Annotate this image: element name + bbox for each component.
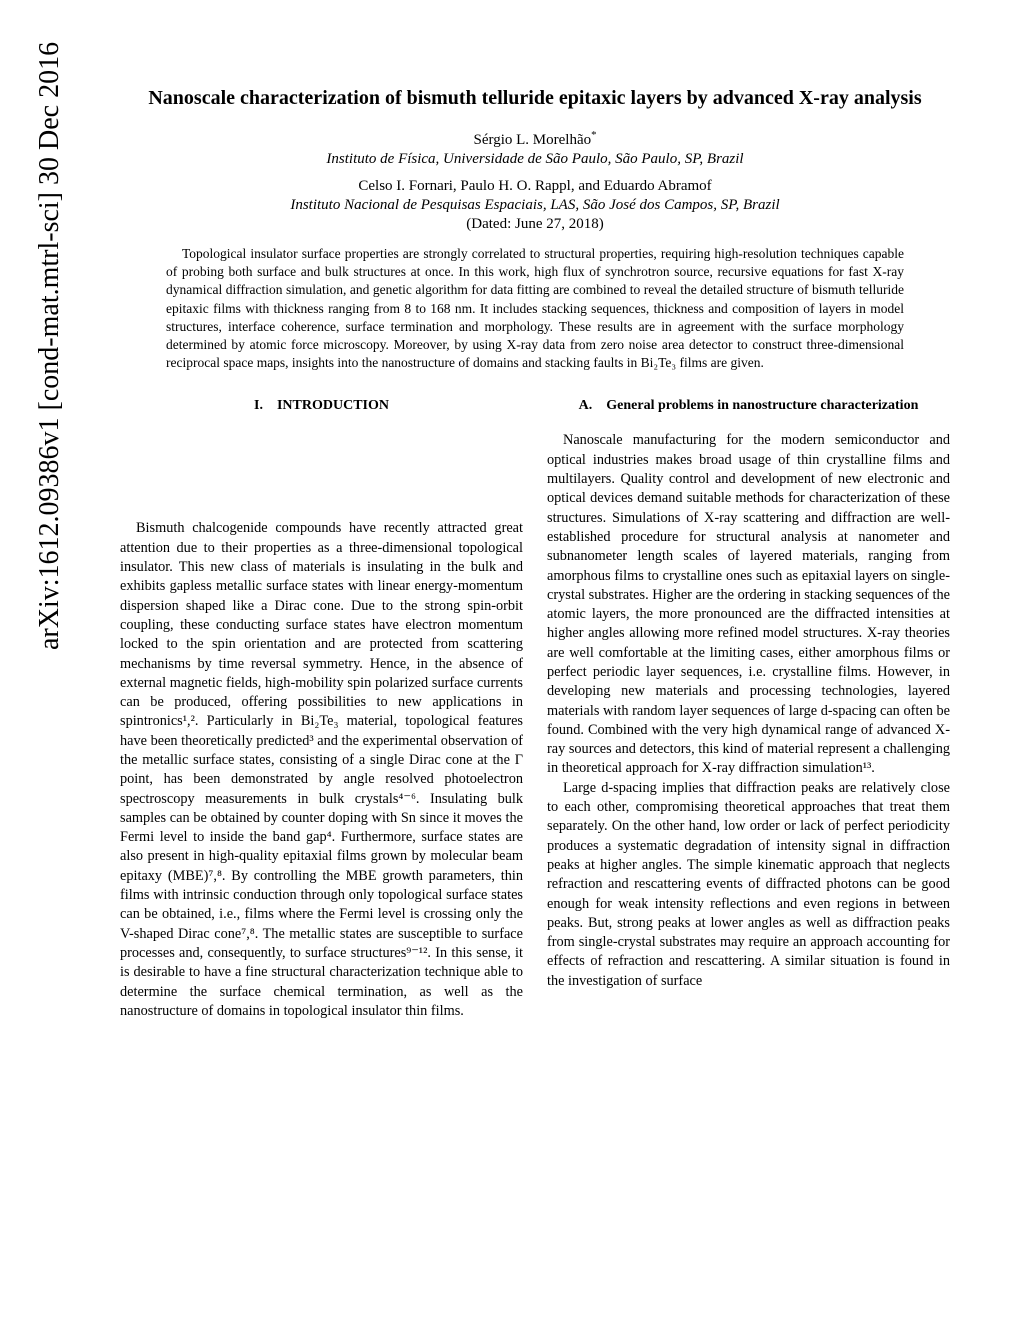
subA-paragraph-2: Large d-spacing implies that diffraction…: [547, 779, 950, 991]
abstract: Topological insulator surface properties…: [166, 245, 904, 373]
paper-content: Nanoscale characterization of bismuth te…: [0, 0, 1020, 1021]
subA-paragraph-1: Nanoscale manufacturing for the modern s…: [547, 431, 950, 778]
intro-spacer: [120, 431, 523, 519]
right-column: A. General problems in nanostructure cha…: [547, 397, 950, 1022]
author-1-text: Sérgio L. Morelhão: [473, 132, 591, 148]
paper-title: Nanoscale characterization of bismuth te…: [120, 85, 950, 111]
authors-block: Sérgio L. Morelhão* Instituto de Física,…: [120, 129, 950, 233]
paper-date: (Dated: June 27, 2018): [120, 216, 950, 233]
arxiv-identifier: arXiv:1612.09386v1 [cond-mat.mtrl-sci] 3…: [34, 42, 66, 650]
author-name-1: Sérgio L. Morelhão*: [120, 129, 950, 149]
two-column-body: I. INTRODUCTION Bismuth chalcogenide com…: [120, 397, 950, 1022]
author-1-sup: *: [591, 129, 596, 141]
intro-paragraph-1: Bismuth chalcogenide compounds have rece…: [120, 519, 523, 1021]
left-column: I. INTRODUCTION Bismuth chalcogenide com…: [120, 397, 523, 1022]
author-name-2: Celso I. Fornari, Paulo H. O. Rappl, and…: [120, 178, 950, 195]
affiliation-1: Instituto de Física, Universidade de São…: [120, 151, 950, 168]
affiliation-2: Instituto Nacional de Pesquisas Espaciai…: [120, 197, 950, 214]
section-intro-heading: I. INTRODUCTION: [120, 397, 523, 416]
subsection-a-heading: A. General problems in nanostructure cha…: [547, 397, 950, 416]
